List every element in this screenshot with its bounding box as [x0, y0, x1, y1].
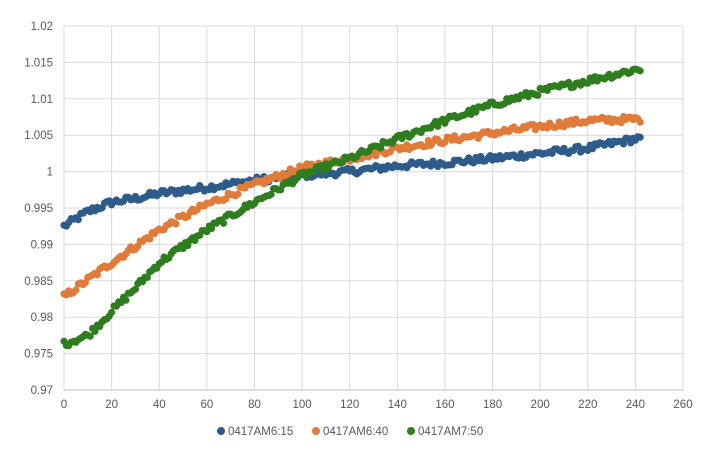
x-tick-label: 120: [340, 399, 359, 411]
x-tick-label: 240: [626, 399, 645, 411]
y-tick-label: 1.02: [31, 21, 53, 33]
y-tick-label: 0.985: [24, 276, 53, 288]
legend-item-2: 0417AM6:40: [312, 426, 388, 438]
legend-marker: [407, 427, 415, 435]
tick-labels: 0 20 40 60 80 100 120 140 160 180 200 220 240 260 0.97…: [24, 21, 692, 411]
y-tick-label: 1.005: [24, 130, 53, 142]
data-point: [74, 216, 82, 224]
x-tick-label: 260: [673, 399, 692, 411]
legend-label: 0417AM7:50: [418, 426, 483, 438]
x-tick-label: 80: [248, 399, 261, 411]
data-point: [219, 219, 228, 227]
legend-marker: [312, 427, 320, 435]
x-tick-label: 60: [200, 399, 213, 411]
data-point: [636, 118, 644, 126]
x-tick-label: 140: [388, 399, 407, 411]
legend-item-3: 0417AM7:50: [407, 426, 483, 438]
data-point: [222, 195, 230, 203]
y-tick-label: 0.975: [24, 349, 53, 361]
y-tick-label: 0.995: [24, 203, 53, 215]
data-point: [122, 296, 130, 304]
x-tick-label: 20: [105, 399, 118, 411]
data-point: [208, 224, 216, 233]
y-tick-label: 1.015: [24, 57, 53, 69]
data-points: [60, 65, 644, 350]
data-point: [636, 67, 644, 75]
x-tick-label: 220: [578, 399, 597, 411]
legend-label: 0417AM6:15: [228, 426, 293, 438]
legend: 0417AM6:15 0417AM6:40 0417AM7:50: [217, 426, 483, 438]
data-point: [131, 285, 140, 293]
x-tick-label: 0: [61, 399, 67, 411]
data-point: [636, 133, 644, 141]
legend-label: 0417AM6:40: [323, 426, 388, 438]
x-tick-label: 100: [292, 399, 311, 411]
legend-item-1: 0417AM6:15: [217, 426, 293, 438]
series-3-points: [60, 65, 644, 350]
y-tick-label: 1.01: [31, 94, 53, 106]
x-tick-label: 160: [435, 399, 454, 411]
data-point: [534, 91, 542, 99]
y-tick-label: 0.97: [31, 385, 53, 397]
data-point: [377, 144, 385, 152]
x-tick-label: 180: [483, 399, 502, 411]
data-point: [86, 332, 94, 340]
y-tick-label: 0.99: [31, 239, 53, 251]
x-tick-label: 40: [153, 399, 166, 411]
data-point: [172, 220, 180, 228]
series-1-points: [60, 133, 644, 230]
y-tick-label: 0.98: [31, 312, 53, 324]
data-point: [72, 286, 80, 294]
data-point: [93, 271, 101, 279]
data-point: [108, 308, 116, 317]
data-point: [234, 190, 242, 198]
x-tick-label: 200: [531, 399, 550, 411]
data-point: [143, 273, 151, 282]
data-point: [146, 235, 154, 243]
y-tick-label: 1: [47, 167, 53, 179]
data-point: [91, 327, 99, 335]
legend-marker: [217, 427, 225, 435]
data-point: [267, 190, 275, 198]
data-point: [619, 140, 628, 148]
